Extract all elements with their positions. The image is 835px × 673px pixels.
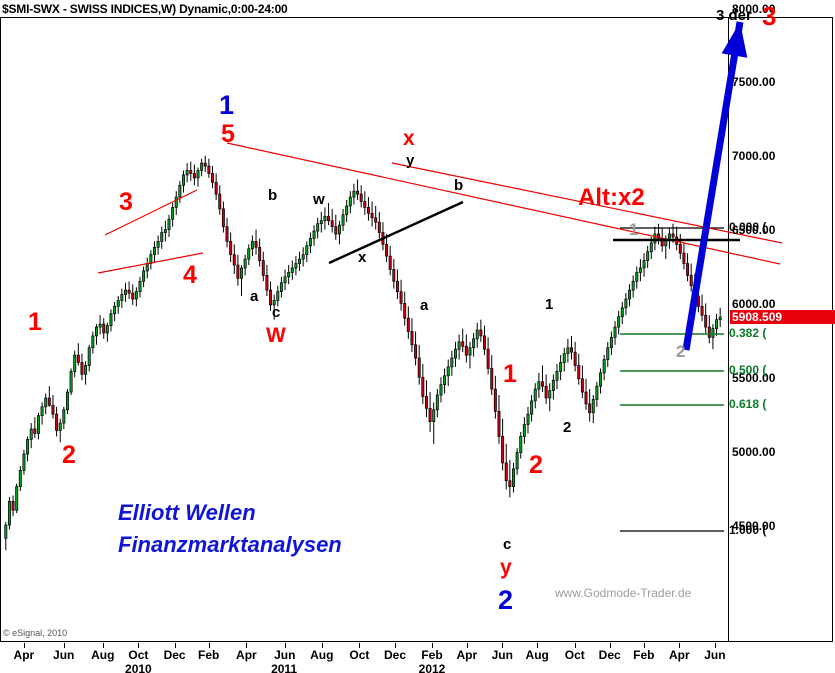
x-axis-month-aug-14: Aug <box>525 648 549 662</box>
wave-x-red: x <box>403 127 415 150</box>
wave-w-red: W <box>266 324 286 347</box>
x-axis-month-dec-16: Dec <box>598 648 621 662</box>
branding-line-2: Finanzmarktanalysen <box>118 532 342 557</box>
fib-label-1: 1.000 ( <box>729 523 767 537</box>
x-axis-month-aug-8: Aug <box>310 648 334 662</box>
x-axis-month-dec-10: Dec <box>383 648 407 662</box>
price-tick-8000: 8000.00 <box>732 2 776 16</box>
x-axis-month-jun-19: Jun <box>704 648 726 662</box>
alt-x2-label: Alt:x2 <box>578 184 645 211</box>
sub-b-black-2: b <box>454 177 464 194</box>
wave-5-red: 5 <box>221 120 235 148</box>
x-axis-tick <box>574 643 576 648</box>
x-axis-month-feb-11: Feb <box>421 648 443 662</box>
x-axis-tick <box>284 643 286 648</box>
x-axis-month-apr-0: Apr <box>13 648 35 662</box>
x-axis-month-dec-4: Dec <box>163 648 186 662</box>
price-tick-6000: 6000.00 <box>732 297 776 311</box>
price-tick-6500: 6500.00 <box>732 223 776 237</box>
copyright-notice: © eSignal, 2010 <box>3 628 68 638</box>
x-axis-month-oct-15: Oct <box>564 648 585 662</box>
gray-2-label: 2 <box>676 342 686 361</box>
price-tick-4500: 4500.00 <box>732 519 776 533</box>
fib-label-0: 0.000 ( <box>729 220 767 234</box>
x-axis-tick <box>208 643 210 648</box>
price-tick-7500: 7500.00 <box>732 75 776 89</box>
sub-a-black-2: a <box>420 297 429 314</box>
x-axis-tick <box>679 643 681 648</box>
x-axis-month-jun-1: Jun <box>53 648 75 662</box>
x-axis-month-jun-13: Jun <box>491 648 513 662</box>
wave-1-red-mid: 1 <box>503 360 517 388</box>
sub-w-black: w <box>313 191 325 208</box>
x-axis-tick <box>23 643 25 648</box>
fib-label-0.382: 0.382 ( <box>729 326 767 340</box>
x-axis-tick <box>609 643 611 648</box>
price-tick-5000: 5000.00 <box>732 445 776 459</box>
x-axis-tick <box>174 643 176 648</box>
sub-b-black-1: b <box>268 187 278 204</box>
sub-c-black-1: c <box>272 304 281 321</box>
last-price-badge: 5908.509 <box>730 309 835 324</box>
x-axis-tick <box>246 643 248 648</box>
three-big-red: 3 <box>762 1 777 31</box>
x-axis-month-feb-17: Feb <box>633 648 655 662</box>
fib-label-0.618: 0.618 ( <box>729 397 767 411</box>
x-axis-tick <box>102 643 104 648</box>
wave-3-red: 3 <box>119 188 133 216</box>
x-axis-tick <box>359 643 361 648</box>
wave-2-red-left: 2 <box>62 441 76 469</box>
wave-4-red: 4 <box>183 261 197 289</box>
x-axis-tick <box>466 643 468 648</box>
sub-a-black-1: a <box>250 288 259 305</box>
branding-line-1: Elliott Wellen <box>118 500 256 525</box>
x-axis-tick <box>432 643 433 648</box>
sub-x-black: x <box>358 249 367 266</box>
gray-1-label: 1 <box>629 220 639 239</box>
wave-y-black: y <box>406 152 415 169</box>
x-axis-tick <box>643 643 645 648</box>
x-axis-tick <box>138 643 140 648</box>
x-axis-tick <box>321 643 323 648</box>
x-axis-tick <box>502 643 504 648</box>
x-axis-tick <box>63 643 65 648</box>
x-axis-month-oct-3: Oct <box>128 648 149 662</box>
degree-2-blue: 2 <box>498 585 514 615</box>
x-axis-month-apr-18: Apr <box>668 648 690 662</box>
degree-1-blue: 1 <box>219 90 235 120</box>
x-axis-month-aug-2: Aug <box>91 648 115 662</box>
wave-2-red-mid: 2 <box>529 451 543 479</box>
price-tick-7000: 7000.00 <box>732 149 776 163</box>
chart-title: $SMI-SWX - SWISS INDICES,W) Dynamic,0:00… <box>2 2 288 16</box>
price-tick-5500: 5500.00 <box>732 371 776 385</box>
x-axis-month-feb-5: Feb <box>198 648 220 662</box>
sub-1-black-r: 1 <box>545 296 554 313</box>
x-axis-month-apr-12: Apr <box>456 648 478 662</box>
x-axis-year-2012: 2012 <box>418 662 446 673</box>
three-der-label: 3 der <box>716 7 752 24</box>
x-axis-tick <box>537 643 539 648</box>
wave-y-red: y <box>500 556 512 579</box>
sub-2-black-r: 2 <box>563 419 572 436</box>
watermark-url: www.Godmode-Trader.de <box>555 586 692 600</box>
x-axis-year-2010: 2010 <box>125 662 152 673</box>
x-axis-month-jun-7: Jun <box>274 648 296 662</box>
sub-c-black-2: c <box>503 536 512 553</box>
fib-label-0.5: 0.500 ( <box>729 363 767 377</box>
x-axis-month-apr-6: Apr <box>236 648 257 662</box>
x-axis-tick <box>714 643 716 648</box>
wave-1-red-left: 1 <box>28 308 42 336</box>
x-axis-year-2011: 2011 <box>271 662 298 673</box>
x-axis-tick <box>395 643 396 648</box>
x-axis-month-oct-9: Oct <box>349 648 370 662</box>
